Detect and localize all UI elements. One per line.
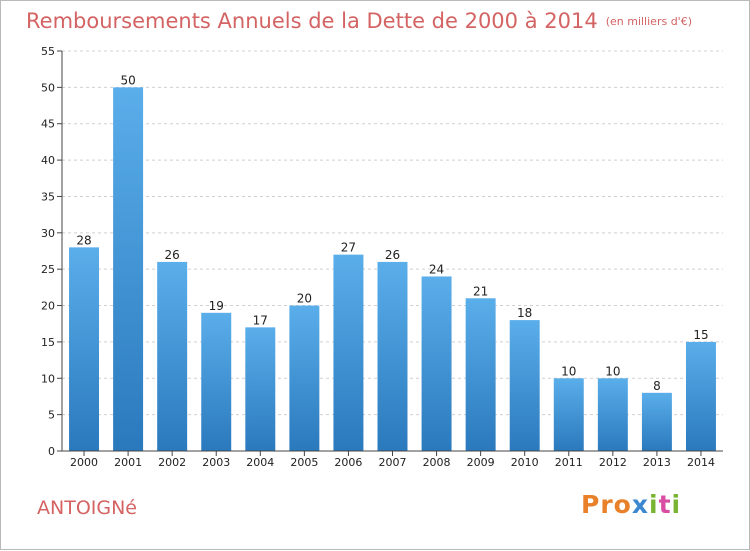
bars	[69, 87, 716, 451]
bar-2012	[597, 378, 628, 451]
data-label-2003: 19	[209, 299, 224, 313]
x-tick-label-2013: 2013	[643, 456, 671, 469]
x-tick-label-2011: 2011	[555, 456, 583, 469]
y-tick-label: 20	[41, 300, 55, 313]
data-label-2002: 26	[165, 248, 180, 262]
bar-2008	[421, 276, 452, 451]
data-label-2008: 24	[429, 262, 444, 276]
y-tick-label: 0	[48, 445, 55, 458]
x-tick-label-2012: 2012	[599, 456, 627, 469]
data-label-2010: 18	[517, 306, 532, 320]
x-tick-label-2004: 2004	[246, 456, 274, 469]
data-label-2012: 10	[605, 364, 620, 378]
logo-letter: i	[671, 490, 682, 519]
bar-2002	[157, 261, 188, 451]
logo-letter: t	[658, 490, 672, 519]
y-tick-label: 40	[41, 154, 55, 167]
x-tick-label-2003: 2003	[202, 456, 230, 469]
logo-letter: i	[649, 490, 659, 519]
chart-title: Remboursements Annuels de la Dette de 20…	[26, 9, 692, 33]
data-label-2013: 8	[653, 379, 661, 393]
commune-name: ANTOIGNé	[37, 497, 138, 519]
chart-title-text: Remboursements Annuels de la Dette de 20…	[26, 9, 598, 33]
y-tick-label: 50	[41, 81, 55, 94]
y-tick-label: 25	[41, 263, 55, 276]
x-tick-label-2001: 2001	[114, 456, 142, 469]
x-tick-label-2007: 2007	[379, 456, 407, 469]
logo-letter: x	[631, 490, 649, 519]
logo-letter: o	[613, 490, 632, 519]
bar-2004	[245, 327, 276, 451]
data-label-2011: 10	[561, 364, 576, 378]
data-label-2004: 17	[253, 313, 268, 327]
bar-2014	[685, 341, 716, 451]
data-label-2006: 27	[341, 241, 356, 255]
data-label-2001: 50	[120, 73, 135, 87]
data-label-2009: 21	[473, 284, 488, 298]
y-tick-label: 35	[41, 190, 55, 203]
data-label-2000: 28	[76, 233, 91, 247]
y-tick-label: 45	[41, 118, 55, 131]
x-tick-label-2010: 2010	[511, 456, 539, 469]
bar-2010	[509, 320, 540, 451]
x-tick-label-2006: 2006	[334, 456, 362, 469]
y-tick-label: 10	[41, 372, 55, 385]
bar-2011	[553, 378, 584, 451]
x-tick-label-2005: 2005	[290, 456, 318, 469]
y-tick-label: 30	[41, 227, 55, 240]
logo-letter: r	[600, 490, 614, 519]
data-label-2007: 26	[385, 248, 400, 262]
x-tick-label-2002: 2002	[158, 456, 186, 469]
axes: 0 5 10 15 20 25 30 35 40 45 50 55 2000 2001 2002 2003 20…	[41, 45, 723, 469]
bar-2006	[333, 254, 364, 451]
bar-2003	[201, 312, 232, 451]
y-tick-label: 55	[41, 45, 55, 58]
y-tick-label: 15	[41, 336, 55, 349]
bar-2013	[641, 392, 672, 451]
y-tick-label: 5	[48, 409, 55, 422]
x-tick-label-2009: 2009	[467, 456, 495, 469]
chart-subtitle: (en milliers d'€)	[605, 15, 692, 28]
data-labels: 28 50 26 19 17 20 27 26 24 21 18 10 10 8 15	[76, 73, 708, 392]
data-label-2005: 20	[297, 292, 312, 306]
bar-2001	[113, 87, 144, 451]
x-tick-label-2008: 2008	[423, 456, 451, 469]
bar-2000	[69, 247, 100, 451]
bar-2007	[377, 261, 408, 451]
data-label-2014: 15	[693, 328, 708, 342]
x-tick-label-2000: 2000	[70, 456, 98, 469]
proxiti-logo: Proxiti	[581, 490, 681, 519]
x-tick-label-2014: 2014	[687, 456, 715, 469]
bar-2005	[289, 305, 320, 451]
bar-2009	[465, 298, 496, 451]
logo-letter: P	[581, 490, 601, 519]
